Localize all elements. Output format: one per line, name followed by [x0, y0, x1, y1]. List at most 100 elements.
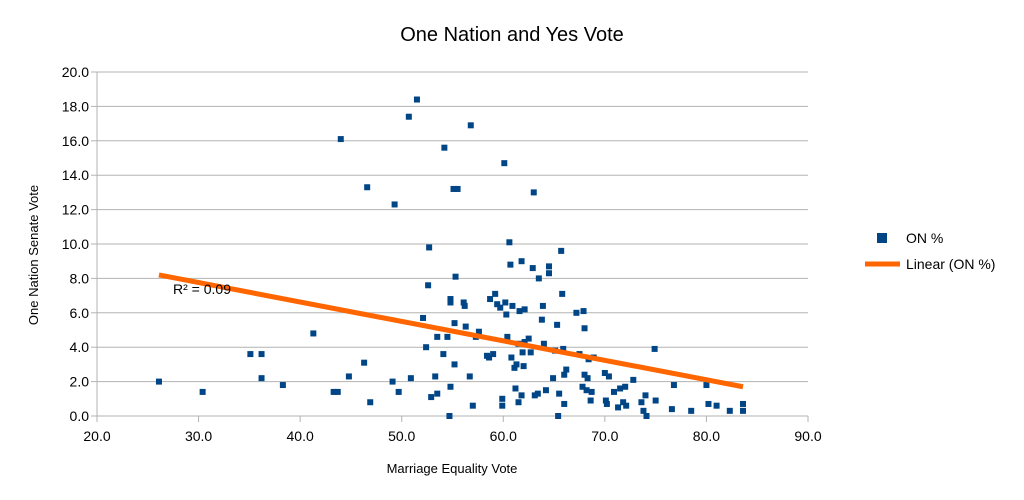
trendline-group: R² = 0.09: [158, 272, 744, 390]
data-point: [499, 395, 506, 402]
x-tick-label: 70.0: [591, 428, 618, 444]
data-point: [535, 275, 542, 282]
data-point: [426, 244, 433, 251]
x-tick-label: 80.0: [693, 428, 720, 444]
data-point: [602, 397, 609, 404]
data-point: [520, 363, 527, 370]
x-tick-label: 20.0: [83, 428, 110, 444]
y-tick-label: 10.0: [62, 236, 89, 252]
x-axis-label: Marriage Equality Vote: [387, 461, 518, 476]
data-point: [512, 385, 519, 392]
data-point: [538, 316, 545, 323]
data-point: [247, 351, 254, 358]
data-point: [361, 359, 368, 366]
data-point: [508, 354, 515, 361]
data-point: [560, 345, 567, 352]
data-point: [620, 399, 627, 406]
data-point: [559, 290, 566, 297]
x-tick-label: 90.0: [794, 428, 821, 444]
data-point: [467, 122, 474, 129]
data-point: [475, 328, 482, 335]
data-point: [638, 399, 645, 406]
x-tick-label: 50.0: [388, 428, 415, 444]
y-tick-label: 20.0: [62, 64, 89, 80]
data-point: [444, 333, 451, 340]
data-point: [310, 330, 317, 337]
y-tick-label: 12.0: [62, 202, 89, 218]
data-point: [451, 320, 458, 327]
data-point: [534, 390, 541, 397]
data-point: [519, 349, 526, 356]
data-point: [511, 364, 518, 371]
data-point: [555, 413, 562, 419]
data-point: [587, 397, 594, 404]
data-point: [428, 394, 435, 401]
data-point: [603, 400, 610, 407]
y-tick-label: 18.0: [62, 98, 89, 114]
data-point: [155, 378, 162, 385]
data-point: [561, 400, 568, 407]
legend-label-on-pct: ON %: [906, 230, 943, 246]
data-point: [530, 189, 537, 196]
data-point: [579, 383, 586, 390]
legend-marker-on-pct: [877, 233, 887, 243]
data-point: [334, 388, 341, 395]
data-point: [337, 136, 344, 143]
data-point: [556, 390, 563, 397]
trendline: [158, 272, 744, 390]
data-point: [502, 299, 509, 306]
data-point: [545, 263, 552, 270]
data-point: [652, 397, 659, 404]
data-point: [462, 323, 469, 330]
data-point: [423, 344, 430, 351]
data-point: [580, 308, 587, 315]
data-point: [601, 370, 608, 376]
data-point: [434, 333, 441, 340]
data-point: [452, 273, 459, 280]
data-point: [554, 321, 561, 328]
data-point: [713, 402, 720, 409]
data-point: [258, 375, 265, 382]
data-point: [503, 311, 510, 318]
chart-title: One Nation and Yes Vote: [400, 24, 624, 46]
y-tick-label: 6.0: [70, 305, 90, 321]
data-point: [668, 406, 675, 413]
y-tick-label: 4.0: [70, 339, 90, 355]
data-point: [434, 390, 441, 397]
data-point: [258, 351, 265, 358]
y-tick-label: 0.0: [70, 408, 90, 424]
data-point: [583, 387, 590, 394]
data-point: [504, 333, 511, 340]
data-point: [492, 290, 499, 297]
data-point: [558, 247, 565, 254]
data-point: [405, 113, 412, 120]
y-tick-label: 14.0: [62, 167, 89, 183]
data-point: [588, 388, 595, 395]
data-point: [521, 306, 528, 313]
data-point: [447, 383, 454, 390]
data-point: [617, 385, 624, 392]
data-point: [469, 402, 476, 409]
y-axis-ticks: 0.0 2.0 4.0 6.0 8.0 10.0 12.0 14.0 16.0 18.0 20.0: [62, 64, 97, 424]
data-point: [425, 282, 432, 289]
data-point: [441, 144, 448, 151]
data-point: [525, 335, 532, 342]
data-point: [507, 261, 514, 268]
data-point: [739, 400, 746, 407]
data-point: [561, 371, 568, 378]
r-squared-label: R² = 0.09: [173, 281, 231, 297]
data-point: [605, 373, 612, 380]
data-point: [529, 265, 536, 272]
data-point: [513, 361, 520, 368]
data-point: [407, 375, 414, 382]
data-point: [499, 402, 506, 409]
x-tick-label: 30.0: [185, 428, 212, 444]
data-point: [279, 382, 286, 389]
data-point: [573, 309, 580, 316]
data-point: [494, 301, 501, 308]
data-point: [367, 399, 374, 406]
data-point: [726, 407, 733, 414]
data-point: [447, 299, 454, 306]
data-point: [487, 296, 494, 303]
data-point: [509, 302, 516, 309]
